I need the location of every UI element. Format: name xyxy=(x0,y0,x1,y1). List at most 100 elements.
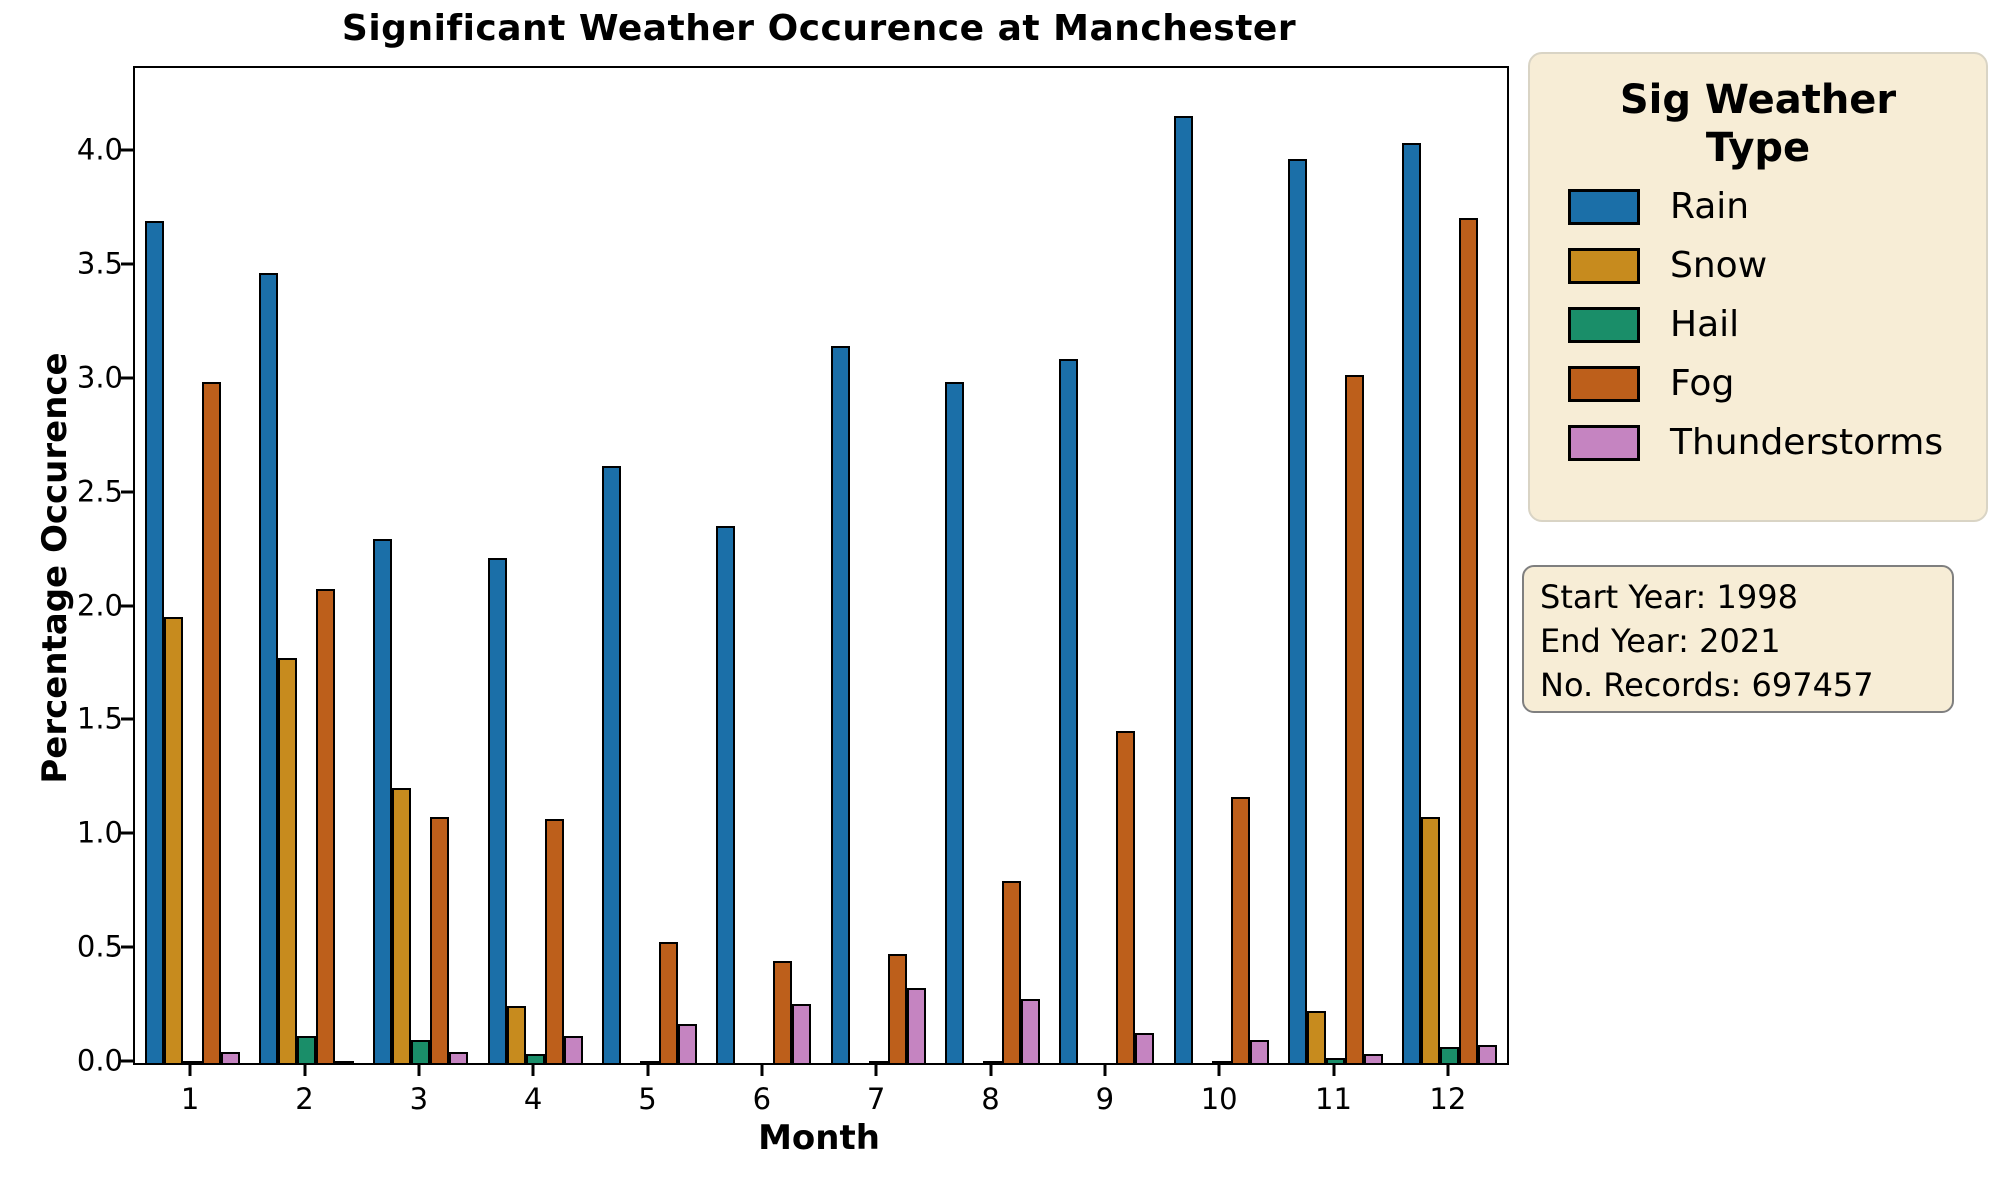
bar-thunderstorms-month-1 xyxy=(220,1051,240,1063)
y-tick-label-2.0: 2.0 xyxy=(76,588,123,623)
bar-group-month-11 xyxy=(1278,68,1392,1063)
bar-fog-month-12 xyxy=(1459,218,1479,1063)
bar-rain-month-2 xyxy=(258,272,278,1063)
bar-fog-month-11 xyxy=(1344,375,1364,1063)
bar-hail-month-7 xyxy=(868,1060,888,1063)
legend-swatch-snow xyxy=(1568,247,1640,284)
bar-fog-month-8 xyxy=(1001,880,1021,1063)
legend-item-thunderstorms: Thunderstorms xyxy=(1568,422,1986,463)
legend-label-rain: Rain xyxy=(1670,186,1750,227)
annotation-line-1: Start Year: 1998 xyxy=(1540,578,1798,616)
x-tick-label-4: 4 xyxy=(523,1082,543,1116)
legend-label-hail: Hail xyxy=(1670,304,1740,345)
bar-rain-month-4 xyxy=(487,557,507,1063)
legend-items: Rain Snow Hail Fog Thunderstorms xyxy=(1530,186,1986,463)
y-tick-mark-3.0 xyxy=(121,376,133,380)
bar-thunderstorms-month-12 xyxy=(1478,1044,1498,1063)
y-tick-label-3.0: 3.0 xyxy=(76,360,123,395)
bar-group-month-7 xyxy=(821,68,935,1063)
legend-item-fog: Fog xyxy=(1568,363,1986,404)
y-tick-mark-4.0 xyxy=(121,148,133,152)
bar-thunderstorms-month-9 xyxy=(1135,1033,1155,1063)
x-tick-label-9: 9 xyxy=(1095,1082,1115,1116)
x-tick-label-11: 11 xyxy=(1315,1082,1352,1116)
legend-swatch-hail xyxy=(1568,306,1640,343)
bar-group-month-9 xyxy=(1050,68,1164,1063)
y-tick-mark-1.5 xyxy=(121,717,133,721)
bar-hail-month-10 xyxy=(1211,1060,1231,1063)
bar-thunderstorms-month-6 xyxy=(792,1003,812,1063)
bar-rain-month-11 xyxy=(1287,159,1307,1063)
legend-label-thunderstorms: Thunderstorms xyxy=(1670,422,1944,463)
bar-hail-month-5 xyxy=(639,1060,659,1063)
legend-label-fog: Fog xyxy=(1670,363,1735,404)
bar-fog-month-4 xyxy=(544,819,564,1063)
bar-rain-month-7 xyxy=(830,345,850,1063)
bar-rain-month-5 xyxy=(601,466,621,1063)
bar-snow-month-12 xyxy=(1421,817,1441,1063)
x-tick-label-7: 7 xyxy=(866,1082,886,1116)
bar-thunderstorms-month-8 xyxy=(1020,999,1040,1063)
bar-fog-month-7 xyxy=(887,953,907,1063)
bar-hail-month-11 xyxy=(1325,1058,1345,1063)
bar-snow-month-4 xyxy=(506,1006,526,1063)
bar-group-month-10 xyxy=(1164,68,1278,1063)
y-tick-label-2.5: 2.5 xyxy=(76,474,123,509)
x-tick-mark-4 xyxy=(531,1063,535,1076)
annotation-box: Start Year: 1998 End Year: 2021 No. Record… xyxy=(1522,565,1954,713)
bar-hail-month-4 xyxy=(525,1053,545,1063)
chart-title: Significant Weather Occurence at Manches… xyxy=(341,8,1297,49)
bar-group-month-6 xyxy=(707,68,821,1063)
x-tick-mark-12 xyxy=(1446,1063,1450,1076)
bar-thunderstorms-month-11 xyxy=(1363,1053,1383,1063)
x-tick-label-3: 3 xyxy=(409,1082,429,1116)
bar-hail-month-8 xyxy=(982,1060,1002,1063)
y-tick-label-1.5: 1.5 xyxy=(76,701,123,736)
y-tick-mark-3.5 xyxy=(121,262,133,266)
legend-swatch-thunderstorms xyxy=(1568,424,1640,461)
x-tick-mark-2 xyxy=(303,1063,306,1076)
x-tick-label-2: 2 xyxy=(295,1082,314,1116)
x-tick-mark-1 xyxy=(188,1063,192,1076)
bar-group-month-4 xyxy=(478,68,592,1063)
bar-thunderstorms-month-2 xyxy=(334,1060,354,1063)
x-tick-mark-7 xyxy=(874,1063,878,1076)
y-tick-label-3.5: 3.5 xyxy=(76,246,123,281)
x-tick-mark-11 xyxy=(1332,1063,1335,1076)
legend-item-snow: Snow xyxy=(1568,245,1986,286)
x-tick-label-12: 12 xyxy=(1429,1082,1467,1116)
bar-thunderstorms-month-4 xyxy=(563,1035,583,1063)
bar-fog-month-3 xyxy=(430,817,450,1063)
bar-hail-month-1 xyxy=(182,1060,202,1063)
x-axis-label: Month xyxy=(758,1118,880,1158)
bar-hail-month-3 xyxy=(411,1040,431,1063)
x-tick-label-8: 8 xyxy=(981,1082,1000,1116)
x-tick-mark-5 xyxy=(646,1063,649,1076)
bar-snow-month-1 xyxy=(163,616,183,1063)
legend-item-rain: Rain xyxy=(1568,186,1986,227)
legend-swatch-fog xyxy=(1568,365,1640,402)
bar-group-month-8 xyxy=(935,68,1049,1063)
legend-swatch-rain xyxy=(1568,188,1640,225)
bar-snow-month-11 xyxy=(1306,1010,1326,1063)
bar-fog-month-10 xyxy=(1230,796,1250,1063)
bar-snow-month-2 xyxy=(277,657,297,1063)
x-tick-mark-3 xyxy=(417,1063,421,1076)
bar-rain-month-6 xyxy=(716,525,736,1063)
annotation-line-3: No. Records: 697457 xyxy=(1540,666,1874,704)
bar-group-month-2 xyxy=(249,68,363,1063)
legend-item-hail: Hail xyxy=(1568,304,1986,345)
bar-fog-month-5 xyxy=(658,942,678,1063)
bar-snow-month-3 xyxy=(392,787,412,1063)
bar-thunderstorms-month-5 xyxy=(677,1024,697,1063)
x-tick-label-5: 5 xyxy=(638,1082,657,1116)
x-tick-label-1: 1 xyxy=(180,1082,200,1116)
bar-rain-month-12 xyxy=(1402,143,1422,1063)
x-tick-mark-9 xyxy=(1103,1063,1107,1076)
plot-area xyxy=(133,66,1509,1065)
bar-fog-month-2 xyxy=(315,589,335,1063)
y-tick-label-0.5: 0.5 xyxy=(76,929,123,964)
legend-label-snow: Snow xyxy=(1670,245,1768,286)
bar-thunderstorms-month-10 xyxy=(1249,1040,1269,1063)
